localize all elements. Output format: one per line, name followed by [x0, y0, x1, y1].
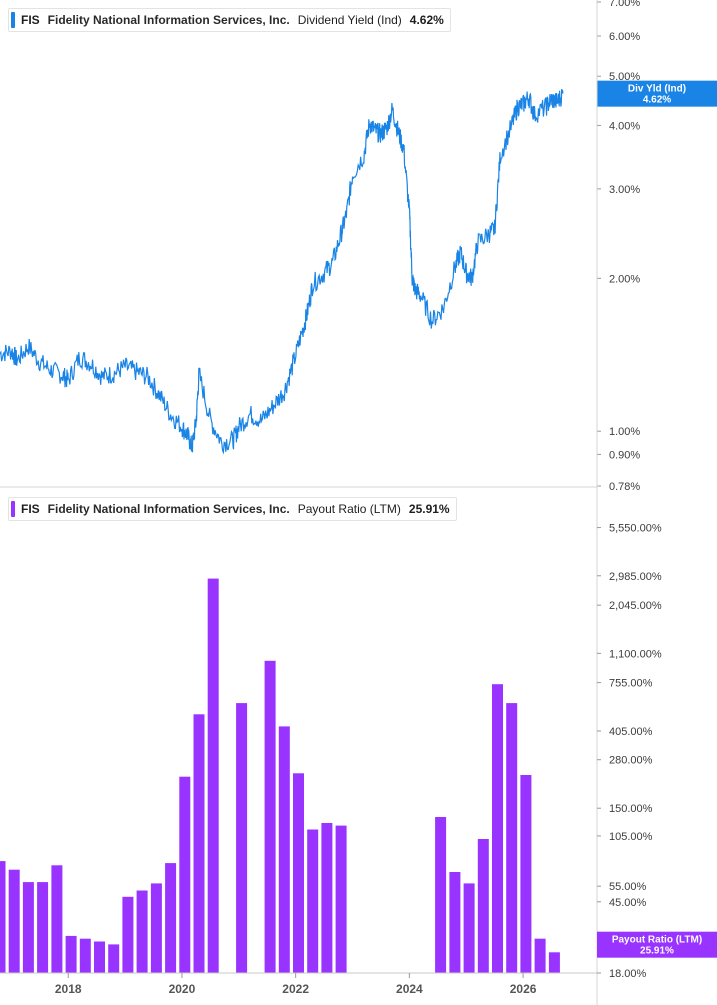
payout-ratio-badge: Payout Ratio (LTM)25.91%	[597, 931, 717, 958]
top-y-tick-label: 2.00%	[609, 273, 640, 285]
top-y-tick-label: 7.00%	[609, 0, 640, 9]
payout-bar	[108, 944, 120, 973]
yield-series-marker	[11, 12, 15, 28]
bottom-y-tick-label: 105.00%	[609, 831, 653, 843]
payout-bar	[492, 684, 503, 973]
x-tick-label: 2026	[510, 982, 537, 996]
payout-bar	[236, 703, 248, 973]
payout-bar	[22, 882, 34, 973]
top-legend-company: Fidelity National Information Services, …	[47, 13, 290, 27]
x-tick-label: 2018	[55, 982, 82, 996]
payout-badge-bg	[597, 931, 717, 958]
payout-bar	[449, 872, 461, 973]
bottom-y-tick-label: 18.00%	[609, 968, 647, 980]
bottom-y-tick-label: 405.00%	[609, 726, 653, 738]
payout-series-marker	[11, 501, 15, 517]
payout-bar	[435, 817, 447, 973]
x-axis: 2018 2020 2022 2024 2026	[55, 973, 537, 996]
payout-bar	[293, 773, 304, 973]
payout-bar	[122, 896, 134, 973]
bottom-y-tick-label: 150.00%	[609, 803, 653, 815]
bottom-y-axis: 5,550.00% 2,985.00% 2,045.00% 1,100.00% 755.…	[609, 523, 662, 980]
top-y-tick-label: 4.00%	[609, 120, 640, 132]
payout-bar	[65, 935, 77, 973]
bottom-legend-value: 25.91%	[408, 502, 450, 516]
bottom-gridlines	[597, 527, 601, 974]
payout-bar	[335, 825, 347, 973]
top-gridlines	[597, 1, 601, 487]
top-legend-ticker: FIS	[21, 13, 40, 27]
top-legend-metric: Dividend Yield (Ind)	[297, 13, 402, 27]
dividend-yield-line	[0, 88, 564, 455]
top-y-tick-label: 3.00%	[609, 184, 640, 196]
bottom-legend-ticker: FIS	[21, 502, 40, 516]
payout-bar	[477, 839, 489, 973]
x-tick-label: 2020	[169, 982, 196, 996]
payout-bar	[506, 703, 518, 973]
top-y-tick-label: 0.78%	[609, 481, 640, 493]
payout-bar	[264, 660, 276, 973]
payout-bar	[150, 883, 162, 973]
top-y-axis: 7.00% 6.00% 5.00% 4.00% 3.00% 2.00% 1.00% 0.90%…	[609, 0, 640, 493]
div-yld-badge-label: Div Yld (Ind)	[628, 84, 686, 95]
div-yld-badge-value: 4.62%	[643, 95, 671, 106]
payout-bar	[37, 882, 49, 973]
bottom-legend-metric: Payout Ratio (LTM)	[297, 502, 401, 516]
payout-badge-value: 25.91%	[640, 946, 674, 957]
payout-bar	[463, 883, 475, 973]
payout-bar	[79, 938, 91, 973]
payout-bar	[321, 823, 333, 973]
payout-bar	[8, 869, 20, 973]
payout-bar	[307, 829, 319, 973]
payout-bar	[193, 714, 205, 973]
payout-bar	[548, 952, 560, 973]
payout-bar	[94, 941, 105, 973]
payout-bar	[179, 776, 191, 973]
payout-bar	[520, 775, 532, 973]
payout-badge-label: Payout Ratio (LTM)	[612, 935, 702, 946]
x-tick-label: 2022	[282, 982, 309, 996]
payout-bar	[207, 578, 219, 973]
payout-ratio-bars	[0, 578, 560, 973]
bottom-y-tick-label: 1,100.00%	[609, 648, 662, 660]
payout-bar	[0, 861, 6, 973]
x-tick-label: 2024	[396, 982, 423, 996]
top-y-tick-label: 5.00%	[609, 71, 640, 83]
bottom-y-tick-label: 45.00%	[609, 897, 647, 909]
payout-bar	[278, 726, 290, 973]
top-legend-value: 4.62%	[409, 13, 444, 27]
bottom-legend: FIS Fidelity National Information Servic…	[8, 497, 457, 521]
bottom-y-tick-label: 5,550.00%	[609, 523, 662, 535]
bottom-y-tick-label: 2,045.00%	[609, 600, 662, 612]
bottom-y-tick-label: 280.00%	[609, 755, 653, 767]
top-y-tick-label: 0.90%	[609, 449, 640, 461]
payout-bar	[136, 890, 148, 973]
bottom-y-tick-label: 55.00%	[609, 881, 647, 893]
div-yld-badge: Div Yld (Ind)4.62%	[597, 80, 717, 107]
bottom-legend-company: Fidelity National Information Services, …	[47, 502, 290, 516]
bottom-y-tick-label: 2,985.00%	[609, 571, 662, 583]
top-y-tick-label: 1.00%	[609, 426, 640, 438]
div-yld-badge-bg	[597, 80, 717, 107]
payout-bar	[534, 938, 546, 973]
payout-bar	[165, 863, 177, 973]
payout-bar	[51, 865, 63, 973]
bottom-y-tick-label: 755.00%	[609, 678, 653, 690]
top-y-tick-label: 6.00%	[609, 31, 640, 43]
top-legend: FIS Fidelity National Information Servic…	[8, 8, 451, 32]
